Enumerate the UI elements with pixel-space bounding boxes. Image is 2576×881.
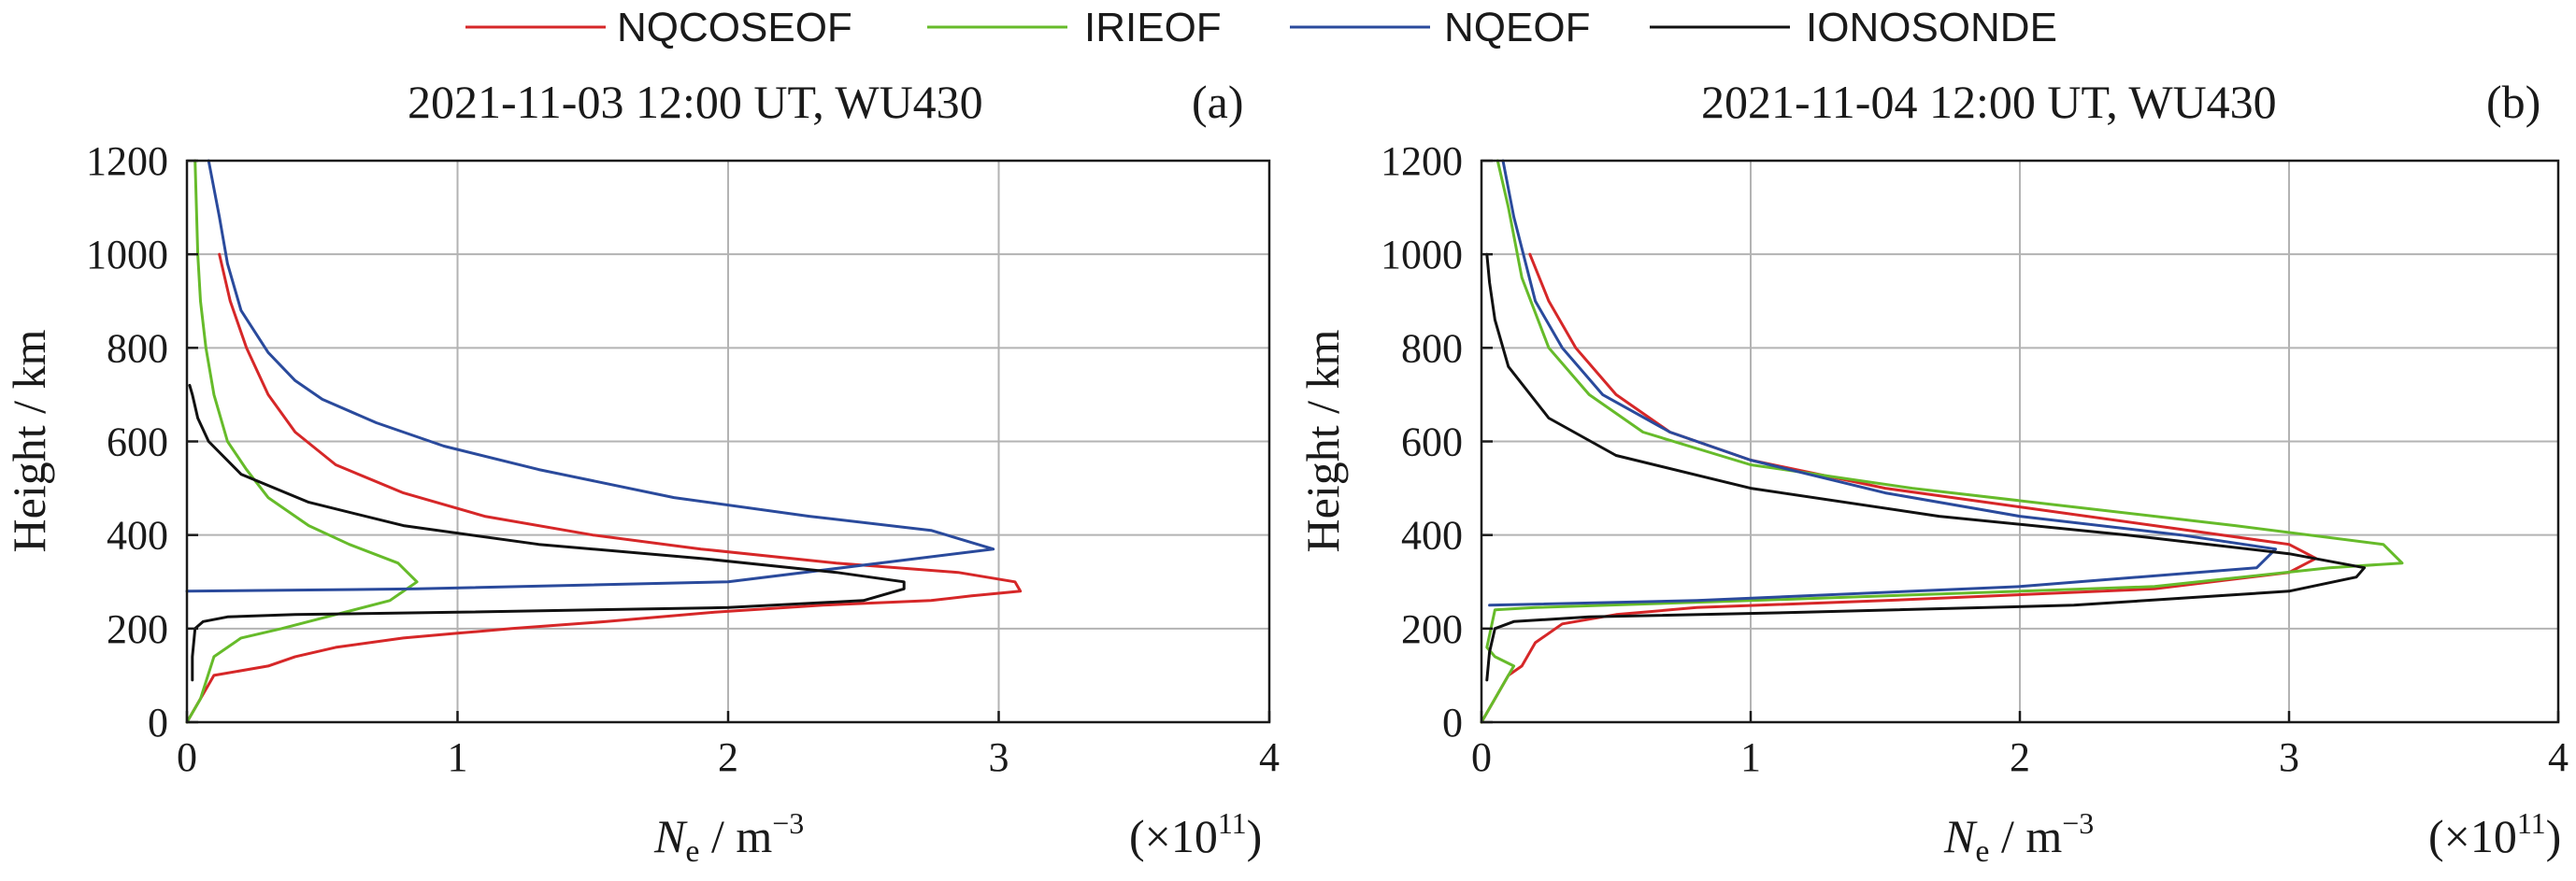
panel-b-ticks: 0 1 2 3 4 0 200 400 600 800 1000 1200 [1381,138,2569,780]
panel-a-ytick-label-0: 0 [148,700,168,746]
panel-a-xtick-label-1: 1 [448,734,468,780]
panel-b-series-nqcoseof [1480,252,2318,724]
panel-b-x-subscript: e [1975,834,1989,869]
panel-a-xtick-label-3: 3 [989,734,1009,780]
panel-b-y-axis-label: Height / km [1296,329,1349,552]
panel-b-ytick-label-2: 400 [1401,513,1463,559]
panel-a-title: 2021-11-03 12:00 UT, WU430 [408,76,983,128]
panel-b-ytick-label-3: 600 [1401,419,1463,465]
panel-b-xtick-label-1: 1 [1740,734,1761,780]
panel-a-x-exp: −3 [772,806,804,840]
panel-a-xtick-label-4: 4 [1259,734,1280,780]
panel-a-ytick-label-3: 600 [107,419,168,465]
panel-b-ytick-label-0: 0 [1442,700,1463,746]
panel-a-xtick-label-2: 2 [718,734,738,780]
panel-b-series-nqeof [1488,159,2278,607]
panel-b-xtick-label-0: 0 [1471,734,1492,780]
panel-b-xtick-label-2: 2 [2010,734,2030,780]
panel-a-multiplier-prefix: (×10 [1129,810,1218,862]
panel-b-multiplier-prefix: (×10 [2428,810,2517,862]
panel-b-ytick-label-4: 800 [1401,325,1463,371]
panel-b-ytick-label-5: 1000 [1381,232,1463,277]
panel-a-ytick-label-4: 800 [107,325,168,371]
panel-a: 2021-11-03 12:00 UT, WU430 (a) 0 1 2 3 4 0 200… [3,76,1280,869]
panel-b-series-ionosonde [1485,252,2367,682]
panel-a-ytick-label-6: 1200 [86,138,168,184]
panel-a-y-axis-label: Height / km [3,329,55,552]
panel-b-x-exp: −3 [2062,806,2094,840]
panel-a-x-unit: / m [699,810,772,862]
panel-a-label: (a) [1192,76,1244,128]
panel-a-series-irieof [185,159,419,724]
panel-a-grid [187,161,1269,722]
panel-a-ytick-label-1: 200 [107,606,168,652]
legend: NQCOSEOF IRIEOF NQEOF IONOSONDE [465,5,2057,50]
panel-a-ytick-label-5: 1000 [86,232,168,277]
panel-a-multiplier-exp: 11 [1218,806,1247,840]
panel-a-series-ionosonde [188,383,906,682]
panel-b-series [1480,159,2404,724]
panel-b-label: (b) [2486,76,2540,128]
legend-label-ionosonde: IONOSONDE [1806,5,2057,50]
panel-a-ytick-label-2: 400 [107,513,168,559]
panel-b-ytick-label-6: 1200 [1381,138,1463,184]
panel-a-x-symbol: N [653,810,688,862]
panel-a-multiplier-suffix: ) [1247,810,1263,862]
legend-label-nqeof: NQEOF [1444,5,1590,50]
panel-b-x-unit: / m [1989,810,2062,862]
panel-a-xtick-label-0: 0 [177,734,197,780]
panel-b-x-axis-label: Ne / m−3 [1943,806,2094,869]
panel-b-multiplier-exp: 11 [2517,806,2546,840]
panel-a-series-nqeof [185,159,995,593]
panel-b-ytick-label-1: 200 [1401,606,1463,652]
panel-b-xtick-label-3: 3 [2279,734,2299,780]
panel-b-x-symbol: N [1943,810,1978,862]
legend-label-nqcoseof: NQCOSEOF [617,5,852,50]
panel-a-ticks: 0 1 2 3 4 0 200 400 600 800 1000 1200 [86,138,1280,780]
panel-a-series [185,159,1023,724]
legend-label-irieof: IRIEOF [1084,5,1222,50]
panel-b-title: 2021-11-04 12:00 UT, WU430 [1701,76,2277,128]
panel-a-series-nqcoseof [185,252,1023,724]
panel-b-x-multiplier: (×1011) [2428,806,2561,862]
panel-a-x-multiplier: (×1011) [1129,806,1262,862]
panel-b-multiplier-suffix: ) [2546,810,2562,862]
panel-a-x-subscript: e [685,834,699,869]
panel-b-grid [1481,161,2558,722]
panel-b: 2021-11-04 12:00 UT, WU430 (b) 0 1 2 3 4 0 200… [1296,76,2569,869]
panel-b-xtick-label-4: 4 [2548,734,2569,780]
panel-a-x-axis-label: Ne / m−3 [653,806,804,869]
